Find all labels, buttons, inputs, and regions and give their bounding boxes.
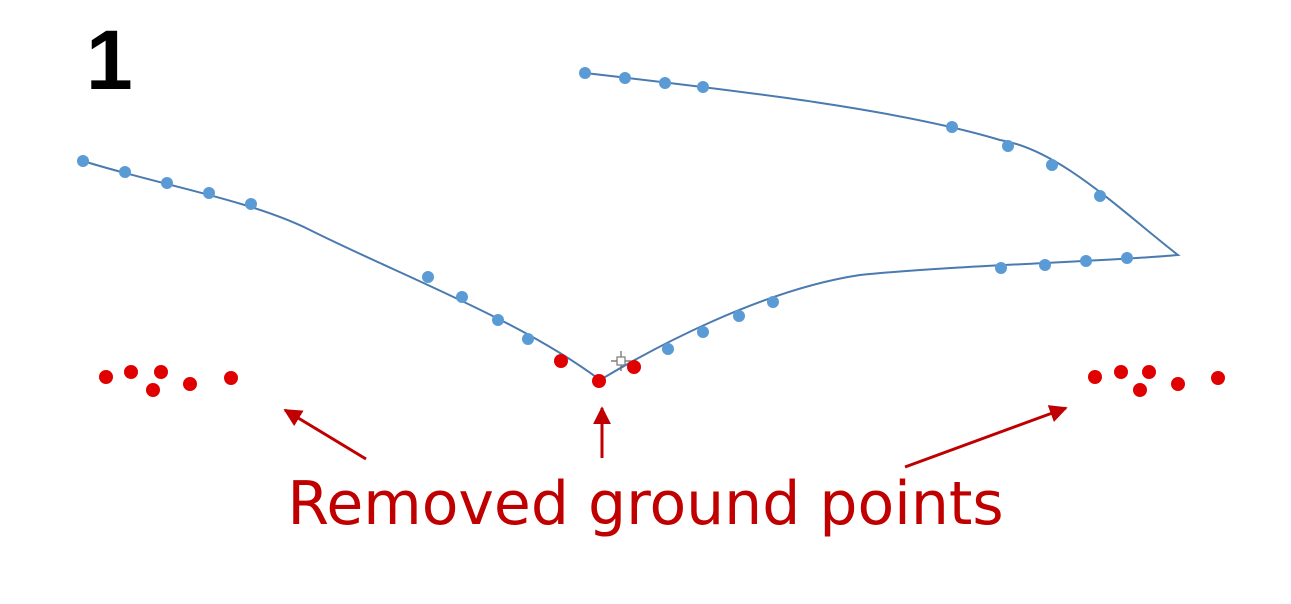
ground-point: [224, 371, 238, 385]
surface-point: [456, 291, 468, 303]
surface-point: [1002, 140, 1014, 152]
surface-point: [203, 187, 215, 199]
surface-point: [1094, 190, 1106, 202]
ground-point: [183, 377, 197, 391]
surface-point: [1080, 255, 1092, 267]
ground-point: [1088, 370, 1102, 384]
surface-points: [77, 67, 1133, 355]
ground-point: [1114, 365, 1128, 379]
arrow-right: [904, 405, 1068, 469]
surface-point: [659, 77, 671, 89]
arrows: [283, 405, 1068, 469]
surface-point: [995, 262, 1007, 274]
surface-point: [1046, 159, 1058, 171]
surface-point: [697, 326, 709, 338]
ground-point: [1133, 383, 1147, 397]
ground-point: [1211, 371, 1225, 385]
ground-point: [99, 370, 113, 384]
surface-point: [522, 333, 534, 345]
caption-removed-ground-points: Removed ground points: [287, 469, 1004, 539]
surface-point: [77, 155, 89, 167]
surface-point: [422, 271, 434, 283]
slide-number: 1: [86, 13, 133, 107]
ground-point: [146, 383, 160, 397]
surface-point: [946, 121, 958, 133]
surface-point: [733, 310, 745, 322]
ground-point: [154, 365, 168, 379]
crosshair-move-cursor-icon: [611, 351, 631, 371]
ground-points: [99, 354, 1225, 397]
ground-point: [124, 365, 138, 379]
surface-point: [619, 72, 631, 84]
ground-point: [627, 360, 641, 374]
ground-point: [1142, 365, 1156, 379]
ground-point: [554, 354, 568, 368]
surface-curve: [82, 72, 1181, 382]
surface-point: [697, 81, 709, 93]
surface-point: [767, 296, 779, 308]
surface-point: [1121, 252, 1133, 264]
surface-point: [492, 314, 504, 326]
arrow-left: [283, 408, 367, 461]
surface-point: [579, 67, 591, 79]
surface-point: [1039, 259, 1051, 271]
surface-point: [245, 198, 257, 210]
ground-point: [1171, 377, 1185, 391]
surface-point: [119, 166, 131, 178]
surface-point: [161, 177, 173, 189]
surface-point: [662, 343, 674, 355]
ground-point: [592, 374, 606, 388]
